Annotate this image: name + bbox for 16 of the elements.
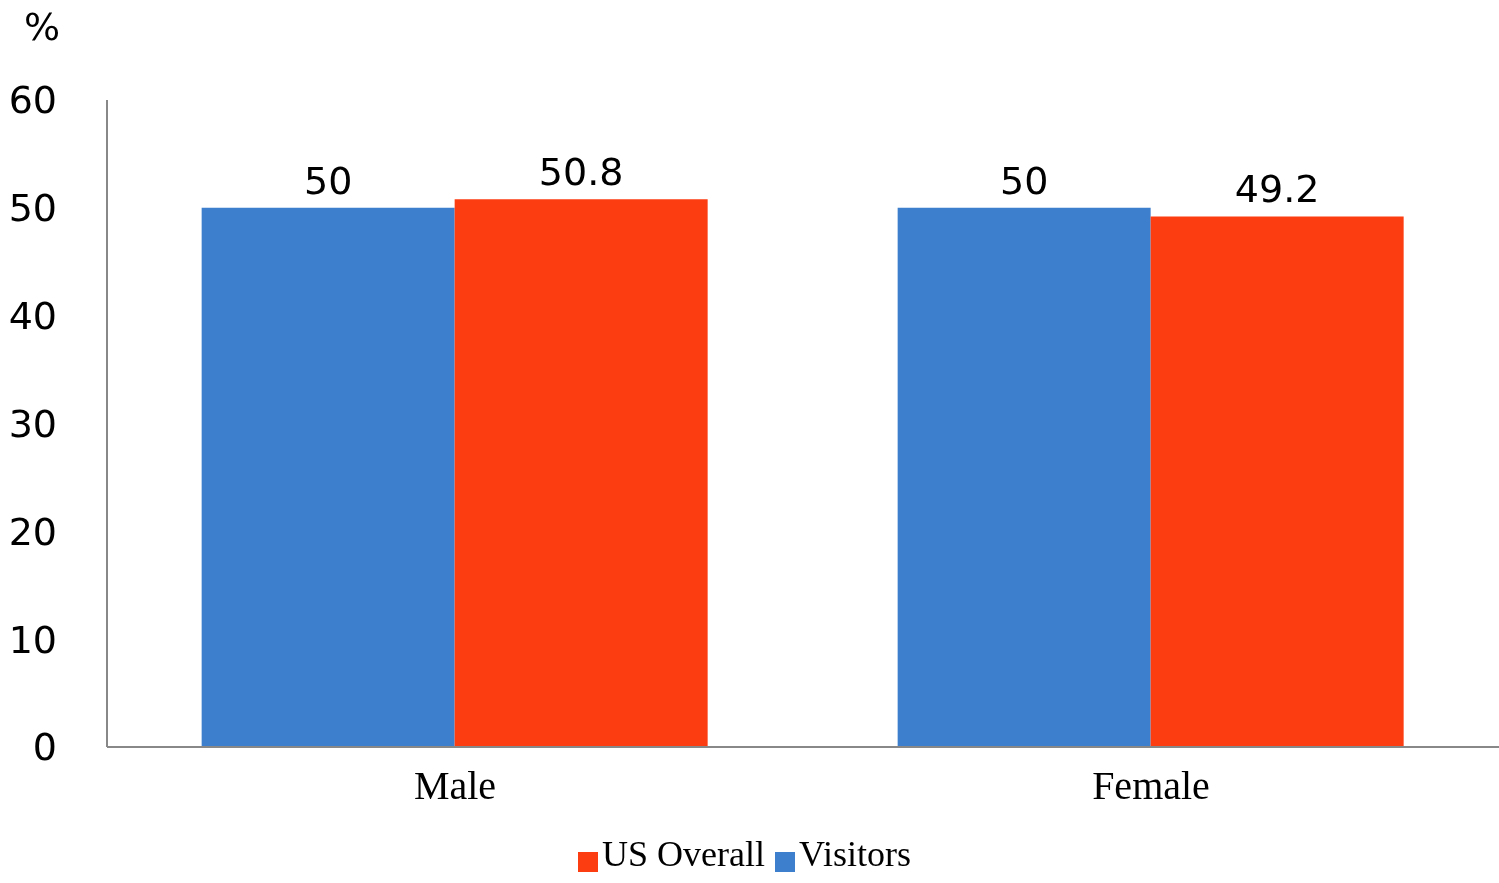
legend-label: Visitors <box>799 834 911 874</box>
y-tick-label: 10 <box>8 617 57 662</box>
data-label: 50.8 <box>538 150 624 195</box>
data-label: 50 <box>999 158 1049 203</box>
y-tick-label: 60 <box>8 78 57 123</box>
x-tick-label: Female <box>1092 763 1210 809</box>
y-tick-label: 40 <box>8 294 57 339</box>
y-tick-label: 30 <box>8 401 57 446</box>
y-axis-title: % <box>23 5 61 49</box>
legend-label: US Overall <box>602 834 766 874</box>
data-label: 49.2 <box>1234 167 1320 212</box>
x-tick-label: Male <box>413 763 497 809</box>
data-label: 50 <box>303 158 353 203</box>
y-tick-label: 20 <box>8 509 57 554</box>
y-tick-label: 0 <box>32 725 57 770</box>
y-tick-label: 50 <box>8 186 57 231</box>
